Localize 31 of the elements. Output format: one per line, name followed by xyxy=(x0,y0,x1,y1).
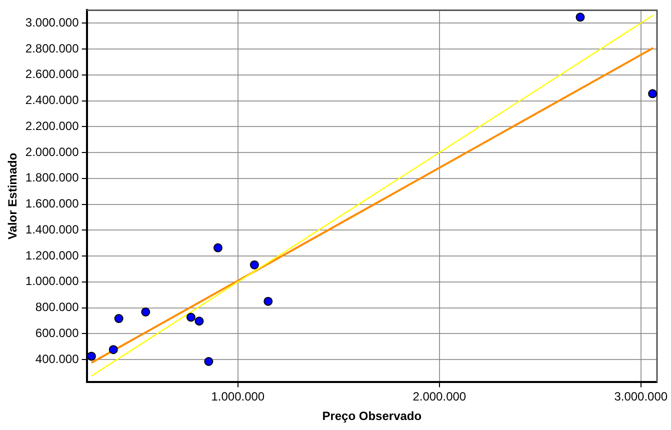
y-tick-label: 2.600.000 xyxy=(25,67,80,82)
y-tick-label: 2.800.000 xyxy=(25,41,80,56)
y-tick-label: 3.000.000 xyxy=(25,15,80,30)
point xyxy=(264,296,273,306)
y-tick-label: 600.000 xyxy=(35,326,80,340)
point xyxy=(213,243,222,252)
y-tick-label: 800.000 xyxy=(35,300,80,314)
y-tick-label: 2.000.000 xyxy=(25,144,80,159)
point xyxy=(648,89,657,98)
y-tick-label: 2.200.000 xyxy=(25,118,80,133)
point xyxy=(86,352,96,361)
point xyxy=(194,316,204,326)
y-tick-label: 400.000 xyxy=(35,352,80,366)
point xyxy=(186,312,196,322)
y-tick-label: 1.600.000 xyxy=(25,196,80,211)
y-axis-title: Valor Estimado xyxy=(6,152,20,240)
y-tick-label: 1.400.000 xyxy=(25,222,80,236)
y-tick-label: 2.400.000 xyxy=(25,93,80,108)
x-tick-label: 2.000.000 xyxy=(412,390,466,404)
point xyxy=(204,357,214,366)
point xyxy=(141,307,150,316)
point xyxy=(250,260,259,270)
point xyxy=(114,314,124,324)
x-tick-label: 1.000.000 xyxy=(211,390,265,404)
point xyxy=(576,12,585,22)
x-axis-title: Preço Observado xyxy=(322,409,422,424)
x-tick-label: 3.000.000 xyxy=(614,390,668,404)
point xyxy=(108,345,118,354)
y-tick-label: 1.000.000 xyxy=(25,274,80,288)
y-tick-label: 1.200.000 xyxy=(25,248,80,262)
y-tick-label: 1.800.000 xyxy=(25,170,80,185)
